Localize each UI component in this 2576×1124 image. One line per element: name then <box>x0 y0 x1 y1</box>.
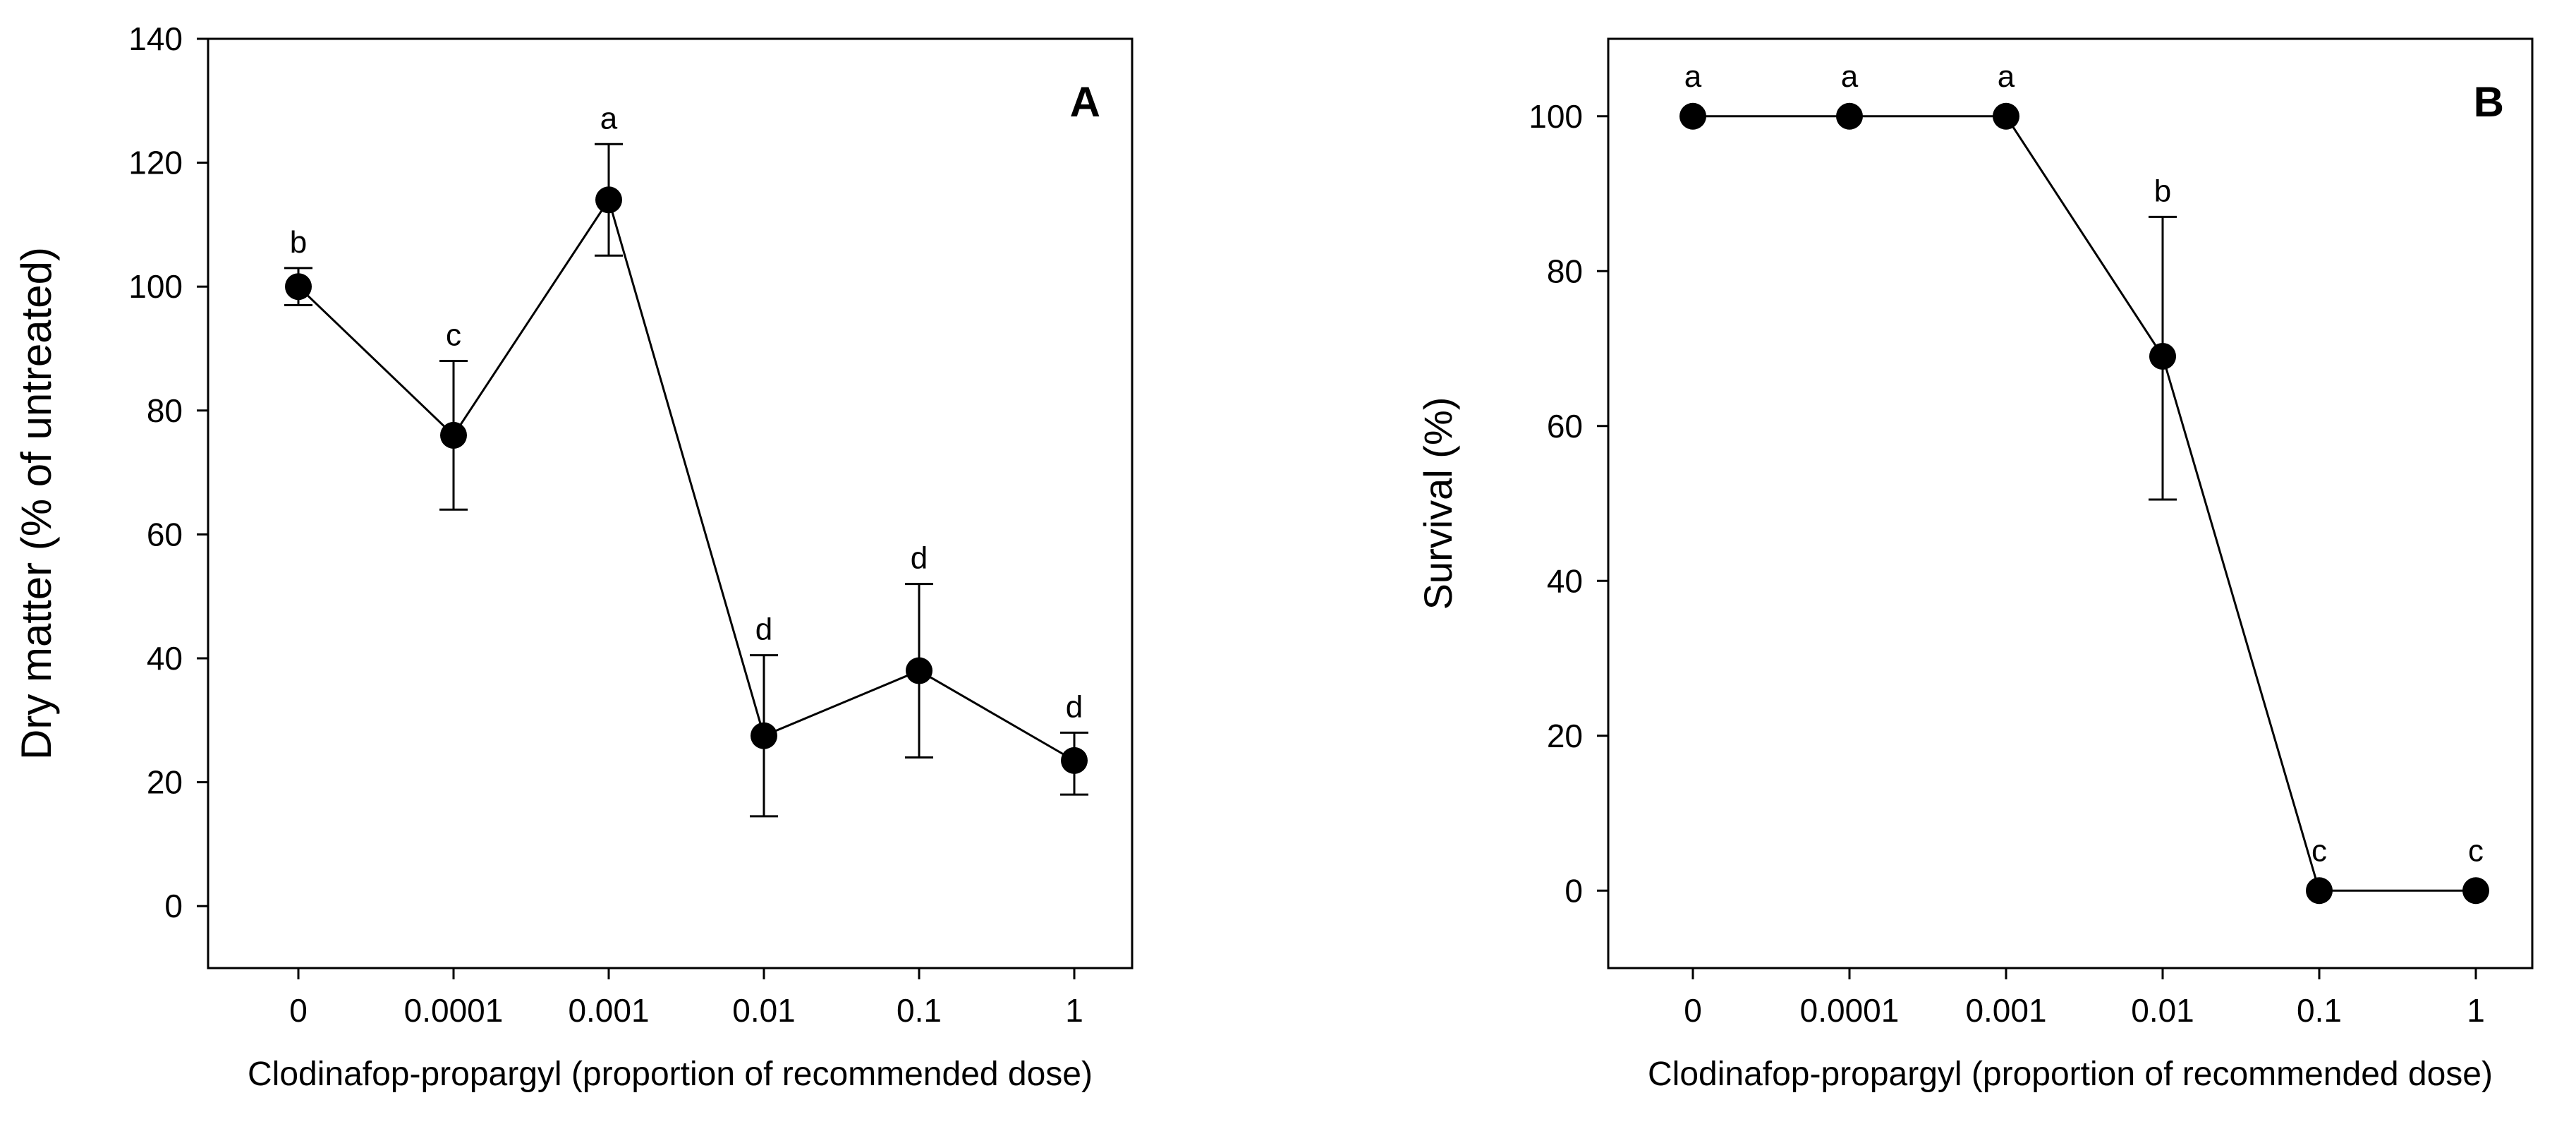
data-point <box>1836 102 1863 130</box>
x-tick-label: 0.1 <box>897 992 942 1029</box>
x-tick-label: 0.001 <box>1965 992 2046 1029</box>
y-tick-label: 20 <box>1547 718 1583 754</box>
panel-b: 0 20 40 60 80 100 0 0.0001 0.001 0.01 0.1 1 Clodinaf… <box>1416 37 2534 1093</box>
y-tick-label: 60 <box>1547 408 1583 445</box>
x-tick-label: 1 <box>2467 992 2485 1029</box>
significance-label: a <box>600 101 618 135</box>
x-tick-label: 0.01 <box>732 992 796 1029</box>
significance-label: d <box>1066 689 1083 724</box>
data-point <box>1679 102 1706 130</box>
significance-label: c <box>2468 833 2484 868</box>
significance-label: d <box>911 541 928 576</box>
series-line <box>297 197 1075 762</box>
x-tick-label: 1 <box>1065 992 1083 1029</box>
data-point <box>440 421 467 449</box>
significance-label: b <box>290 225 307 260</box>
x-tick-label: 0.01 <box>2131 992 2194 1029</box>
data-point <box>285 273 312 301</box>
x-axis-title: Clodinafop-propargyl (proportion of reco… <box>1648 1056 2493 1093</box>
y-axis-title: Dry matter (% of untreated) <box>13 247 60 760</box>
panel-a: 0 20 40 60 80 100 120 140 0 0.0001 0.001 0.01 0.1 1 Cl… <box>13 20 1134 1093</box>
plot-frame <box>207 37 1134 969</box>
x-tick-label: 0 <box>1684 992 1702 1029</box>
significance-label: c <box>2311 833 2327 868</box>
y-tick-label: 20 <box>147 764 183 801</box>
x-tick-label: 0.001 <box>568 992 649 1029</box>
y-tick-label: 60 <box>147 516 183 552</box>
x-axis-title: Clodinafop-propargyl (proportion of reco… <box>248 1056 1093 1093</box>
x-tick-label: 0.0001 <box>1800 992 1900 1029</box>
significance-label: d <box>755 612 772 647</box>
data-point <box>2462 877 2489 905</box>
y-tick-label: 80 <box>147 392 183 429</box>
significance-label: a <box>1684 59 1702 94</box>
data-point <box>1993 102 2019 130</box>
data-point <box>2149 342 2176 370</box>
data-point <box>2306 877 2333 905</box>
significance-label: a <box>1841 59 1859 94</box>
y-tick-label: 120 <box>128 145 183 181</box>
data-point <box>906 657 932 684</box>
y-tick-label: 100 <box>128 268 183 305</box>
panel-letter: B <box>2474 78 2504 126</box>
x-tick-label: 0 <box>289 992 308 1029</box>
series-line <box>1693 115 2476 892</box>
y-tick-label: 40 <box>147 640 183 677</box>
x-tick-label: 0.0001 <box>404 992 504 1029</box>
y-tick-label: 140 <box>128 20 183 57</box>
data-point <box>751 722 777 749</box>
y-axis-title: Survival (%) <box>1416 397 1460 610</box>
y-tick-label: 0 <box>164 888 183 924</box>
significance-label: b <box>2154 174 2171 208</box>
data-point <box>595 186 622 214</box>
y-tick-label: 40 <box>1547 562 1583 599</box>
data-point <box>1061 747 1088 774</box>
significance-label: c <box>446 318 461 353</box>
y-tick-label: 0 <box>1565 872 1583 909</box>
y-tick-label: 80 <box>1547 253 1583 289</box>
plot-frame <box>1607 37 2534 969</box>
significance-label: a <box>1998 59 2015 94</box>
panel-letter: A <box>1070 78 1100 126</box>
y-tick-label: 100 <box>1529 98 1583 135</box>
x-tick-label: 0.1 <box>2297 992 2342 1029</box>
